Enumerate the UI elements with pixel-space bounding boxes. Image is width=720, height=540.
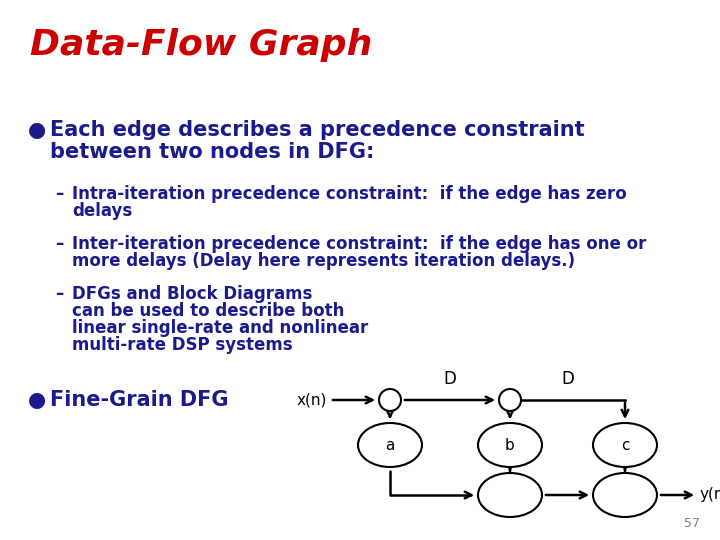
Text: Inter-iteration precedence constraint:  if the edge has one or: Inter-iteration precedence constraint: i…	[72, 235, 647, 253]
Text: –: –	[55, 185, 63, 203]
Text: ●: ●	[28, 120, 46, 140]
Text: DFGs and Block Diagrams: DFGs and Block Diagrams	[72, 285, 312, 303]
Circle shape	[499, 389, 521, 411]
Text: delays: delays	[72, 202, 132, 220]
Text: y(n): y(n)	[700, 488, 720, 503]
Text: –: –	[55, 285, 63, 303]
Text: D: D	[561, 370, 574, 388]
Text: a: a	[385, 437, 395, 453]
Ellipse shape	[478, 423, 542, 467]
Ellipse shape	[593, 473, 657, 517]
Text: multi-rate DSP systems: multi-rate DSP systems	[72, 336, 292, 354]
Text: 57: 57	[684, 517, 700, 530]
Circle shape	[379, 389, 401, 411]
Text: –: –	[55, 235, 63, 253]
Text: Intra-iteration precedence constraint:  if the edge has zero: Intra-iteration precedence constraint: i…	[72, 185, 626, 203]
Text: ●: ●	[28, 390, 46, 410]
Text: Fine-Grain DFG: Fine-Grain DFG	[50, 390, 228, 410]
Text: x(n): x(n)	[297, 393, 327, 408]
Text: more delays (Delay here represents iteration delays.): more delays (Delay here represents itera…	[72, 252, 575, 270]
Ellipse shape	[358, 423, 422, 467]
Text: between two nodes in DFG:: between two nodes in DFG:	[50, 142, 374, 162]
Text: Data-Flow Graph: Data-Flow Graph	[30, 28, 372, 62]
Ellipse shape	[478, 473, 542, 517]
Text: Each edge describes a precedence constraint: Each edge describes a precedence constra…	[50, 120, 585, 140]
Text: b: b	[505, 437, 515, 453]
Text: can be used to describe both: can be used to describe both	[72, 302, 344, 320]
Text: linear single-rate and nonlinear: linear single-rate and nonlinear	[72, 319, 368, 337]
Text: D: D	[444, 370, 456, 388]
Ellipse shape	[593, 423, 657, 467]
Text: c: c	[621, 437, 629, 453]
